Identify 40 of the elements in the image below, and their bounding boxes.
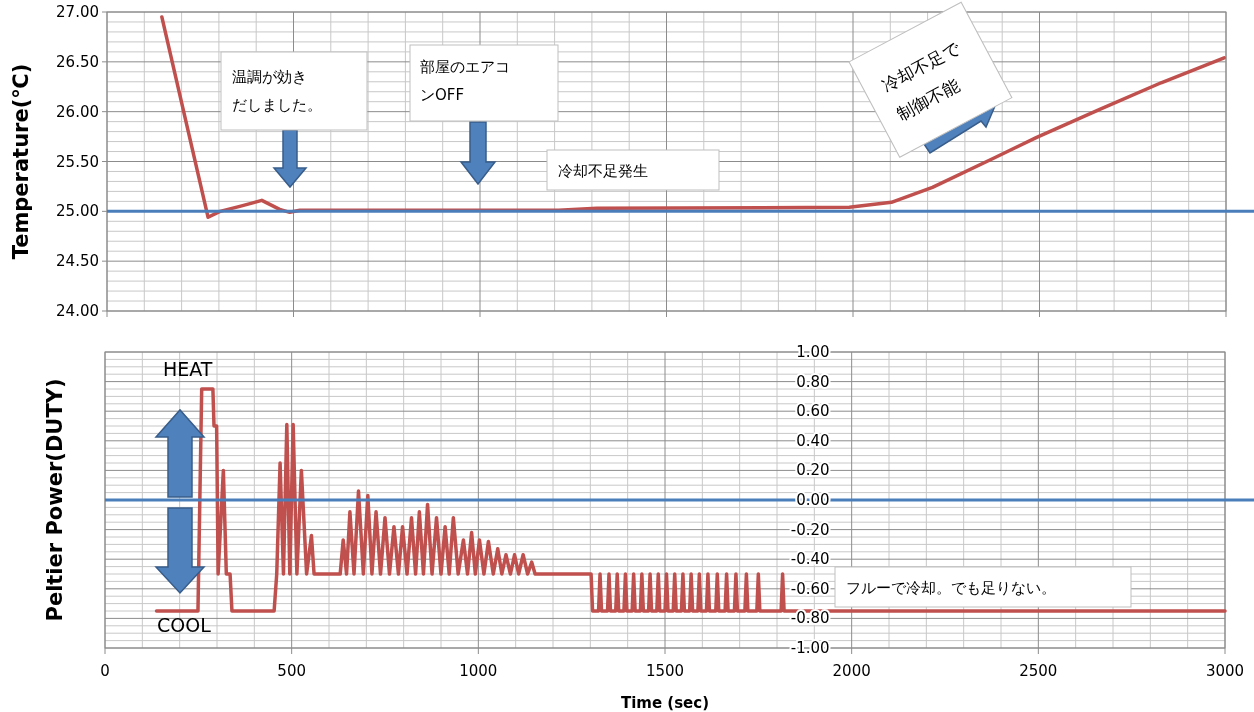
y-tick-label: -1.00 bbox=[790, 639, 830, 657]
annotation: 部屋のエアコンOFF bbox=[409, 44, 559, 122]
y-tick-label: 24.50 bbox=[56, 252, 99, 271]
y-tick-label: 0.40 bbox=[796, 431, 830, 450]
x-tick-label: 2000 bbox=[832, 662, 871, 680]
annotation: HEAT bbox=[163, 358, 213, 380]
x-tick-label: 2500 bbox=[1019, 662, 1058, 680]
annotation: 冷却不足発生 bbox=[558, 162, 648, 180]
annotation: 温調が効きだしました。 bbox=[220, 51, 368, 131]
y-tick-label: 25.00 bbox=[56, 202, 99, 221]
y-tick-label: -0.80 bbox=[790, 609, 830, 628]
y-axis-title: Peltier Power(DUTY) bbox=[43, 378, 67, 622]
x-tick-label: 1000 bbox=[459, 662, 498, 680]
x-tick-label: 1500 bbox=[645, 662, 685, 680]
y-tick-label: -0.20 bbox=[790, 520, 830, 539]
annotation: 冷却不足発生 bbox=[546, 149, 720, 191]
y-tick-label: 26.00 bbox=[56, 102, 99, 121]
y-tick-label: 1.00 bbox=[796, 343, 830, 361]
y-tick-label: -0.60 bbox=[790, 579, 830, 598]
annotation: 冷却不足で制御不能 bbox=[878, 37, 964, 125]
annotation: 温調が効きだしました。 bbox=[232, 68, 322, 114]
annotation: フルーで冷却。でも足りない。 bbox=[834, 566, 1132, 608]
y-tick-label: 0.00 bbox=[796, 491, 830, 509]
y-axis-title: Temperature(℃) bbox=[9, 63, 33, 260]
annotation: フルーで冷却。でも足りない。 bbox=[846, 579, 1056, 597]
x-tick-label: 500 bbox=[277, 662, 306, 680]
y-tick-label: -0.40 bbox=[790, 550, 830, 569]
y-tick-label: 0.80 bbox=[796, 372, 830, 391]
x-axis-title: Time (sec) bbox=[620, 694, 710, 712]
y-tick-label: 27.00 bbox=[56, 3, 99, 21]
y-tick-label: 0.60 bbox=[796, 402, 830, 421]
y-tick-label: 26.50 bbox=[56, 52, 99, 71]
annotation: 冷却不足で制御不能 bbox=[848, 1, 1013, 158]
annotation: COOL bbox=[157, 614, 211, 636]
x-tick-label: 0 bbox=[100, 662, 110, 680]
y-tick-label: 25.50 bbox=[56, 152, 99, 171]
y-tick-label: 0.20 bbox=[796, 461, 830, 480]
y-tick-label: 24.00 bbox=[56, 302, 99, 320]
x-tick-label: 3000 bbox=[1205, 662, 1245, 680]
annotation: 部屋のエアコンOFF bbox=[420, 58, 510, 104]
